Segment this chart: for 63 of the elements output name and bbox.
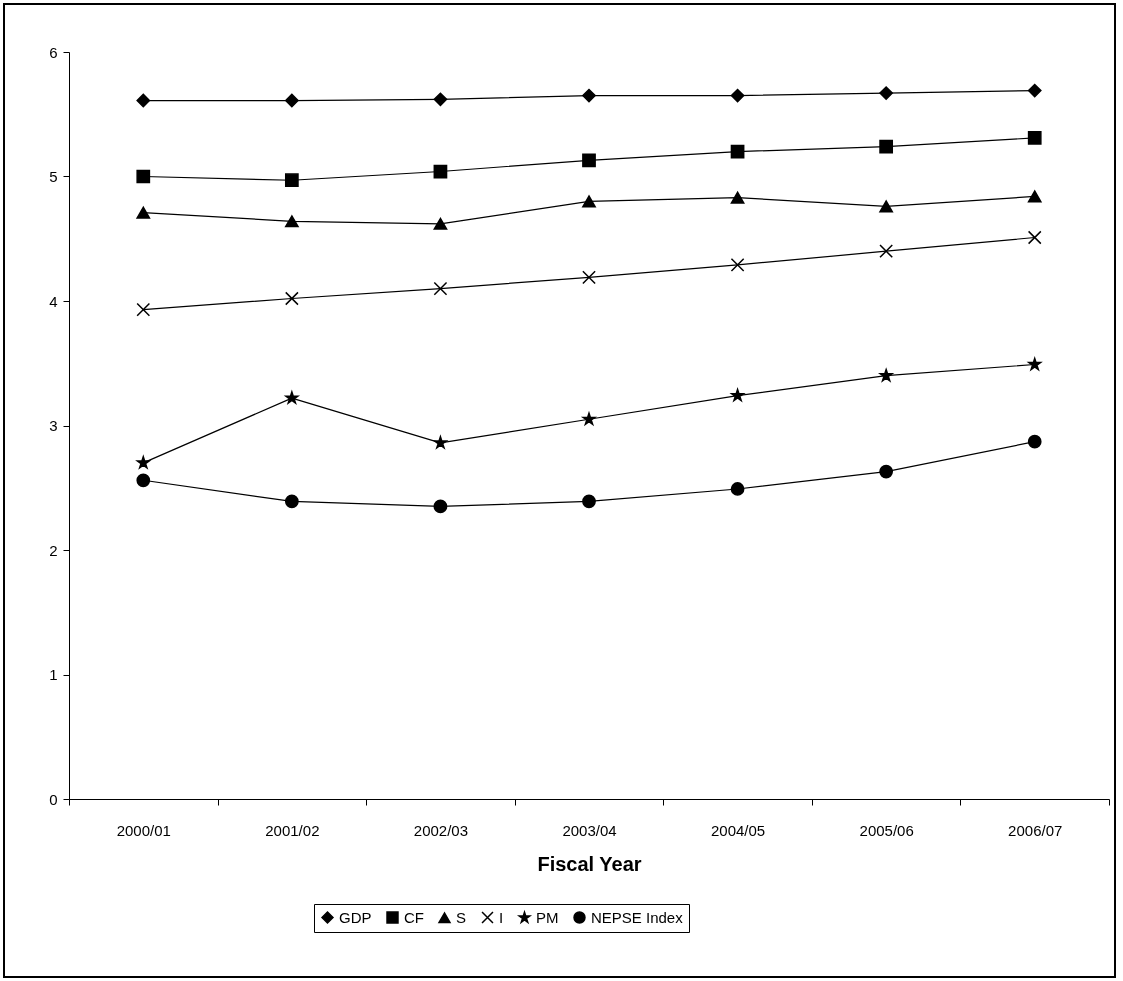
point — [284, 93, 299, 108]
point — [1027, 131, 1042, 145]
point — [284, 291, 299, 306]
point — [582, 153, 596, 168]
point — [582, 270, 596, 285]
legend-label: I — [499, 908, 504, 926]
point — [731, 388, 745, 402]
y-tick-label: 5 — [49, 168, 58, 185]
point — [136, 455, 150, 469]
legend-label: PM — [536, 908, 559, 926]
legend-label: S — [456, 908, 467, 926]
point — [879, 86, 894, 100]
y-tick-label: 4 — [49, 292, 58, 310]
point — [879, 139, 894, 154]
point — [284, 494, 299, 509]
point — [1028, 357, 1042, 371]
legend-label: CF — [404, 908, 424, 926]
point — [136, 302, 151, 317]
point — [582, 412, 596, 425]
point — [1027, 230, 1042, 245]
point — [433, 164, 448, 179]
x-tick-label: 2006/07 — [1008, 821, 1063, 839]
point — [284, 173, 299, 188]
point — [136, 206, 151, 219]
y-tick-label: 3 — [49, 417, 58, 434]
x-tick-label: 2001/02 — [265, 821, 320, 839]
legend-label: GDP — [339, 908, 372, 926]
point — [879, 200, 894, 213]
point — [1027, 190, 1042, 203]
y-tick-label: 6 — [49, 43, 58, 61]
x-tick-label: 2005/06 — [859, 821, 914, 839]
point — [582, 494, 596, 509]
point — [879, 464, 894, 479]
y-tick-label: 2 — [49, 541, 58, 559]
y-tick-label: 0 — [49, 790, 58, 808]
x-axis-title: Fiscal Year — [537, 852, 642, 875]
point — [136, 473, 151, 488]
point — [730, 258, 745, 272]
point — [730, 144, 745, 159]
x-tick-label: 2000/01 — [116, 821, 171, 839]
point — [136, 93, 151, 108]
point — [284, 215, 299, 228]
point — [1027, 434, 1042, 449]
point — [433, 217, 448, 230]
point — [433, 499, 448, 514]
point — [582, 88, 596, 103]
x-tick-label: 2002/03 — [413, 821, 469, 839]
point — [879, 368, 893, 382]
point — [730, 191, 745, 204]
x-tick-label: 2003/04 — [562, 821, 617, 839]
point — [433, 92, 448, 107]
point — [730, 88, 745, 103]
legend-label: NEPSE Index — [591, 908, 684, 926]
point — [730, 482, 745, 496]
point — [285, 391, 299, 404]
point — [1027, 83, 1042, 98]
point — [433, 436, 447, 449]
point — [136, 169, 151, 184]
point — [433, 281, 448, 296]
x-tick-label: 2004/05 — [710, 821, 766, 839]
point — [582, 195, 596, 208]
point — [879, 244, 894, 259]
y-tick-label: 1 — [49, 666, 58, 683]
